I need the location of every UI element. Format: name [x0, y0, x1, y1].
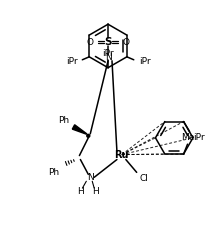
- Text: iPr: iPr: [139, 57, 151, 66]
- Text: O: O: [122, 38, 129, 47]
- Polygon shape: [72, 125, 87, 134]
- Text: iPr: iPr: [194, 133, 205, 142]
- Text: N: N: [87, 173, 94, 182]
- Text: Cl: Cl: [139, 174, 148, 183]
- Text: Me: Me: [181, 133, 194, 142]
- Text: Ph: Ph: [58, 115, 69, 124]
- Text: Ru: Ru: [115, 150, 129, 160]
- Text: H: H: [77, 187, 84, 196]
- Text: O: O: [87, 38, 94, 47]
- Text: N: N: [105, 53, 112, 62]
- Text: iPr: iPr: [66, 57, 77, 66]
- Text: H: H: [92, 187, 99, 196]
- Circle shape: [87, 134, 90, 137]
- Text: S: S: [104, 37, 112, 47]
- Text: Ph: Ph: [48, 168, 59, 177]
- Text: iPr: iPr: [102, 49, 114, 58]
